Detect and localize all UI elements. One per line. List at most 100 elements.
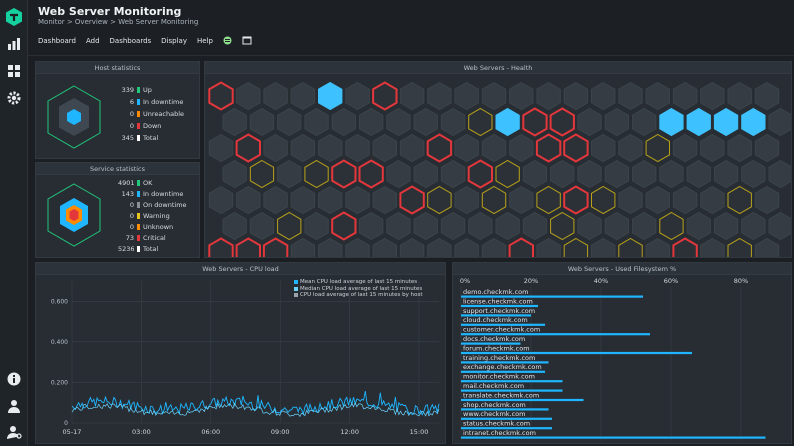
host-label[interactable]: support.checkmk.com [463, 307, 535, 315]
menu-help[interactable]: Help [196, 36, 213, 45]
usage-bar[interactable] [461, 295, 643, 298]
host-hexagon[interactable] [386, 159, 411, 189]
host-hexagon[interactable] [208, 133, 234, 163]
host-hexagon[interactable] [249, 211, 275, 241]
host-hexagon[interactable] [741, 107, 766, 137]
host-hexagon[interactable] [604, 211, 629, 241]
host-hexagon[interactable] [713, 107, 739, 137]
host-hexagon[interactable] [672, 185, 698, 215]
host-hexagon[interactable] [686, 107, 711, 137]
host-hexagon[interactable] [509, 185, 534, 215]
gear-icon[interactable] [6, 90, 22, 106]
host-hexagon[interactable] [222, 159, 247, 189]
host-hexagon[interactable] [768, 107, 791, 137]
host-hexagon[interactable] [713, 211, 739, 241]
fullscreen-icon[interactable] [242, 36, 252, 45]
host-hexagon[interactable] [672, 133, 698, 163]
host-hexagon[interactable] [741, 159, 766, 189]
host-hexagon[interactable] [372, 237, 397, 258]
usage-bar[interactable] [461, 342, 521, 345]
user-icon[interactable] [6, 398, 22, 414]
host-hexagon[interactable] [672, 81, 698, 111]
host-hexagon[interactable] [632, 159, 657, 189]
toggle-icon[interactable] [223, 36, 232, 45]
host-hexagon[interactable] [331, 159, 357, 189]
host-hexagon[interactable] [700, 237, 725, 258]
host-hexagon[interactable] [591, 81, 616, 111]
host-hexagon[interactable] [413, 159, 438, 189]
host-hexagon[interactable] [727, 81, 752, 111]
host-hexagon[interactable] [659, 107, 684, 137]
host-hexagon[interactable] [359, 211, 384, 241]
host-hexagon[interactable] [236, 81, 261, 111]
stat-row[interactable]: 0 Unreachable [118, 110, 184, 118]
host-hexagon[interactable] [741, 211, 766, 241]
host-hexagon[interactable] [277, 107, 302, 137]
host-hexagon[interactable] [222, 107, 247, 137]
stat-row[interactable]: 0 Warning [118, 212, 170, 220]
host-hexagon[interactable] [754, 237, 780, 258]
host-hexagon[interactable] [536, 237, 561, 258]
host-hexagon[interactable] [331, 211, 357, 241]
host-hexagon[interactable] [618, 81, 643, 111]
stat-row[interactable]: 0 Unknown [118, 223, 173, 231]
usage-bar[interactable] [461, 314, 531, 317]
host-hexagon[interactable] [645, 81, 670, 111]
host-hexagon[interactable] [399, 133, 425, 163]
stat-row[interactable]: 0 Down [118, 122, 162, 130]
host-label[interactable]: status.checkmk.com [463, 420, 530, 428]
host-hexagon[interactable] [672, 237, 698, 258]
host-hexagon[interactable] [345, 81, 370, 111]
host-hexagon[interactable] [208, 81, 234, 111]
host-label[interactable]: exchange.checkmk.com [463, 363, 542, 371]
host-hexagon[interactable] [345, 133, 370, 163]
host-hexagon[interactable] [263, 133, 288, 163]
host-hexagon[interactable] [563, 81, 589, 111]
stat-row[interactable]: 345 Total [118, 134, 159, 142]
host-hexagon[interactable] [413, 211, 438, 241]
host-hexagon[interactable] [591, 185, 616, 215]
stat-row[interactable]: 5236 Total [118, 245, 158, 253]
stat-row[interactable]: 4901 OK [118, 179, 152, 187]
usage-bar[interactable] [461, 304, 538, 308]
host-label[interactable]: intranet.checkmk.com [463, 429, 536, 437]
host-hexagon[interactable] [427, 185, 452, 215]
host-hexagon[interactable] [563, 185, 589, 215]
usage-bar[interactable] [461, 380, 563, 383]
host-label[interactable]: customer.checkmk.com [463, 326, 540, 334]
host-hexagon[interactable] [754, 81, 780, 111]
host-hexagon[interactable] [549, 107, 575, 137]
host-hexagon[interactable] [659, 159, 684, 189]
host-hexagon[interactable] [386, 211, 411, 241]
host-hexagon[interactable] [345, 185, 370, 215]
host-hexagon[interactable] [645, 185, 670, 215]
info-icon[interactable] [6, 371, 22, 387]
host-hexagon[interactable] [481, 185, 507, 215]
host-hexagon[interactable] [454, 81, 479, 111]
host-label[interactable]: mail.checkmk.com [463, 382, 524, 390]
host-hexagon[interactable] [713, 159, 739, 189]
host-label[interactable]: translate.checkmk.com [463, 391, 539, 399]
host-hexagon[interactable] [522, 211, 548, 241]
host-label[interactable]: www.checkmk.com [463, 410, 526, 418]
host-hexagon[interactable] [427, 237, 452, 258]
host-hexagon[interactable] [304, 211, 329, 241]
grid-icon[interactable] [6, 63, 22, 79]
host-hexagon[interactable] [318, 133, 343, 163]
host-hexagon[interactable] [659, 211, 684, 241]
host-hexagon[interactable] [563, 133, 589, 163]
user-settings-icon[interactable] [6, 424, 22, 440]
usage-bar[interactable] [461, 361, 549, 364]
host-hexagon[interactable] [440, 211, 466, 241]
host-hexagon[interactable] [550, 211, 575, 241]
menu-display[interactable]: Display [161, 36, 187, 45]
stat-row[interactable]: 6 In downtime [118, 98, 183, 106]
host-hexagon[interactable] [577, 159, 602, 189]
host-hexagon[interactable] [249, 107, 275, 137]
host-hexagon[interactable] [535, 133, 562, 163]
host-hexagon[interactable] [359, 107, 384, 137]
host-hexagon[interactable] [577, 107, 602, 137]
host-label[interactable]: demo.checkmk.com [463, 288, 528, 296]
host-hexagon[interactable] [454, 237, 479, 258]
host-hexagon[interactable] [399, 237, 425, 258]
